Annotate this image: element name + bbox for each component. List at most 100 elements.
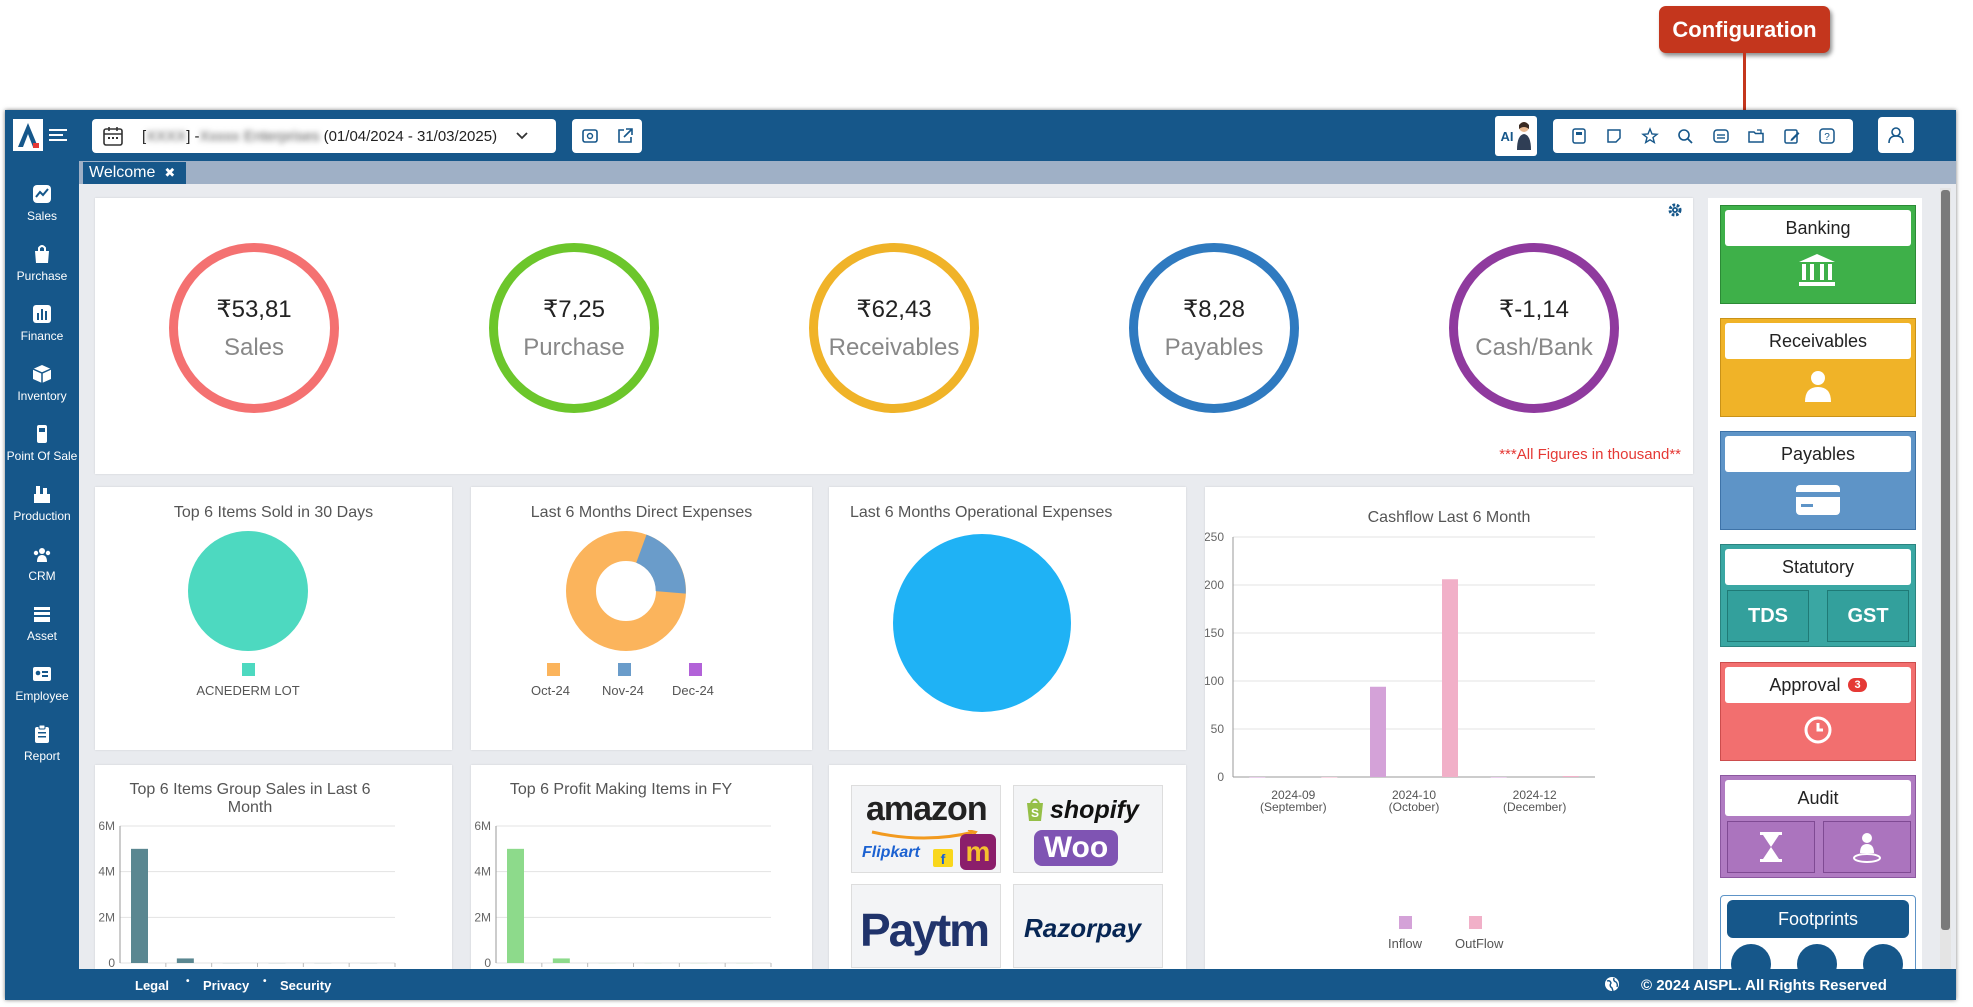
star-icon[interactable] (1640, 127, 1659, 145)
svg-text:?: ? (1824, 132, 1830, 143)
app-logo-icon (13, 119, 43, 151)
y-tick-label: 4M (474, 865, 491, 879)
configuration-icon[interactable] (1712, 127, 1730, 145)
sidebar-item-sales[interactable]: Sales (5, 183, 79, 243)
footprint-circle[interactable] (1797, 944, 1837, 969)
tile-title: Banking (1725, 210, 1911, 246)
tile-footprints[interactable]: Footprints (1720, 895, 1916, 969)
hamburger-icon[interactable] (49, 128, 67, 142)
stack-icon (34, 607, 50, 622)
sidebar-item-label: Sales (26, 209, 58, 223)
svg-text:f: f (941, 851, 946, 867)
chevron-down-icon (516, 132, 528, 140)
legend-label: Oct-24 (531, 683, 571, 698)
pie-slice-acnederm-lot[interactable] (188, 531, 308, 651)
footprints-button[interactable]: Footprints (1727, 900, 1909, 938)
tile-receivables[interactable]: Receivables (1720, 318, 1916, 417)
summary-sales[interactable]: ₹53,81 Sales (169, 243, 339, 413)
gst-button[interactable]: GST (1827, 590, 1909, 642)
company-bracket-open: [ (142, 127, 147, 145)
sidebar-item-inventory[interactable]: Inventory (5, 363, 79, 423)
y-tick-label: 100 (1205, 674, 1224, 688)
financial-period: (01/04/2024 - 31/03/2025) (323, 127, 498, 145)
footprint-circle[interactable] (1731, 944, 1771, 969)
footer-link-privacy[interactable]: Privacy (203, 978, 250, 993)
tile-approval[interactable]: Approval 3 (1720, 662, 1916, 761)
audit-location-button[interactable] (1823, 821, 1911, 873)
summary-cash-bank[interactable]: ₹-1,14 Cash/Bank (1449, 243, 1619, 413)
chart-cashflow: Cashflow Last 6 Month 0 50 100 150 200 250 202… (1205, 487, 1693, 969)
svg-text:S: S (1031, 806, 1039, 820)
open-new-window-icon[interactable] (616, 127, 634, 145)
summary-label: Receivables (828, 333, 960, 361)
sidebar-nav: Sales Purchase Finance Inventory Point O… (5, 161, 79, 1000)
bar-inflow-0 (1249, 777, 1266, 778)
sales-chart-icon (33, 185, 51, 203)
y-tick-label: 200 (1205, 578, 1224, 592)
paytm-tile[interactable]: Paytm (851, 884, 1001, 968)
chart-title: Top 6 Items Group Sales in Last 6 Month (129, 781, 371, 816)
summary-receivables[interactable]: ₹62,43 Receivables (809, 243, 979, 413)
ai-assistant-button[interactable]: AI (1495, 116, 1537, 156)
sidebar-item-label: CRM (28, 569, 56, 583)
calculator-icon[interactable] (1570, 127, 1588, 145)
tile-audit: Audit (1720, 775, 1916, 878)
footer-link-legal[interactable]: Legal (135, 978, 169, 993)
shopping-bag-icon (35, 245, 49, 263)
bar-1 (176, 958, 194, 963)
company-period-selector[interactable]: [ XXXX ] - Xxxxx Enterprises (01/04/2024… (92, 119, 556, 153)
scrollbar-track[interactable] (1940, 188, 1951, 969)
legend-label: Nov-24 (602, 683, 644, 698)
sidebar-item-crm[interactable]: CRM (5, 543, 79, 603)
logo-menu[interactable] (13, 115, 71, 155)
tile-payables[interactable]: Payables (1720, 431, 1916, 530)
calendar-icon (103, 127, 123, 146)
bar-1 (552, 958, 570, 963)
sidebar-item-finance[interactable]: Finance (5, 303, 79, 363)
sticky-note-icon[interactable] (1605, 127, 1623, 145)
tab-close-icon[interactable]: ✖ (164, 165, 176, 180)
footprint-circle[interactable] (1863, 944, 1903, 969)
user-profile-button[interactable] (1878, 117, 1914, 153)
switch-window-icon[interactable] (581, 127, 599, 145)
audit-history-button[interactable] (1727, 821, 1815, 873)
sidebar-item-point-of-sale[interactable]: Point Of Sale (5, 423, 79, 483)
clock-icon (1804, 716, 1832, 744)
sidebar-item-label: Finance (20, 329, 64, 343)
razorpay-tile[interactable]: Razorpay (1013, 884, 1163, 968)
shopify-woo-tile[interactable]: S shopify Woo (1013, 785, 1163, 873)
edit-note-icon[interactable] (1783, 127, 1801, 145)
sidebar-item-production[interactable]: Production (5, 483, 79, 543)
amazon-flipkart-meesho-tile[interactable]: amazon Flipkart f m (851, 785, 1001, 873)
tile-title: Receivables (1725, 323, 1911, 359)
donut-slice-nov-24[interactable] (629, 534, 700, 601)
summary-value: ₹53,81 (216, 295, 292, 323)
hourglass-icon (1760, 832, 1782, 862)
x-tick-label: 2024-09 (1271, 788, 1315, 802)
tds-button[interactable]: TDS (1727, 590, 1809, 642)
search-icon[interactable] (1676, 127, 1694, 145)
legend-swatch (242, 663, 255, 676)
summary-purchase[interactable]: ₹7,25 Purchase (489, 243, 659, 413)
sidebar-item-purchase[interactable]: Purchase (5, 243, 79, 303)
sidebar-item-employee[interactable]: Employee (5, 663, 79, 723)
summary-label: Purchase (523, 333, 625, 361)
flipkart-logo: Flipkart (862, 844, 920, 861)
footer-link-security[interactable]: Security (280, 978, 332, 993)
pie-slice-operational[interactable] (893, 534, 1071, 712)
callout-pointer (1743, 53, 1746, 133)
help-icon[interactable]: ? (1818, 127, 1836, 145)
gear-icon[interactable] (1667, 202, 1683, 218)
tab-welcome[interactable]: Welcome ✖ (83, 162, 186, 184)
summary-payables[interactable]: ₹8,28 Payables (1129, 243, 1299, 413)
window-actions (572, 119, 642, 153)
summary-value: ₹7,25 (543, 295, 605, 323)
scrollbar-thumb[interactable] (1941, 190, 1950, 930)
bar-outflow-1 (1442, 579, 1458, 777)
globe-icon[interactable] (1604, 976, 1620, 992)
tile-banking[interactable]: Banking (1720, 205, 1916, 304)
ai-badge: AI (1500, 128, 1514, 144)
sidebar-item-asset[interactable]: Asset (5, 603, 79, 663)
folder-share-icon[interactable] (1747, 127, 1765, 145)
sidebar-item-report[interactable]: Report (5, 723, 79, 783)
